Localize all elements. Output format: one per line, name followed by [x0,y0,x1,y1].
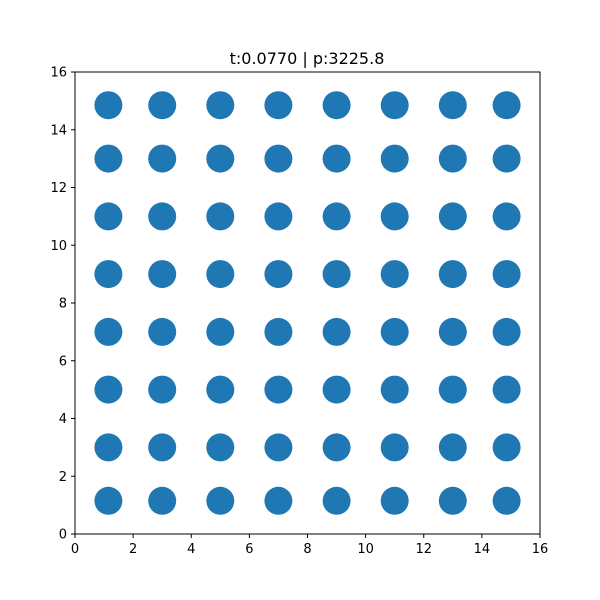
data-point-r4-c6 [438,260,467,289]
data-point-r4-c5 [380,260,409,289]
x-tick-label: 8 [303,542,311,557]
data-point-r3-c6 [438,317,467,346]
y-tick-label: 16 [50,66,67,81]
data-point-r6-c6 [438,144,467,173]
data-point-r5-c2 [206,202,235,231]
data-point-r4-c3 [264,260,293,289]
data-point-r7-c4 [322,91,351,120]
data-point-r5-c3 [264,202,293,231]
data-point-r6-c3 [264,144,293,173]
data-point-r1-c3 [264,433,293,462]
data-point-r3-c1 [148,317,177,346]
x-axis: 0 2 4 6 8 10 12 14 16 [71,534,548,557]
data-point-r7-c6 [438,91,467,120]
data-point-r2-c3 [264,375,293,404]
data-point-r0-c4 [322,486,351,515]
data-point-r4-c7 [492,260,521,289]
data-point-r2-c5 [380,375,409,404]
data-point-r1-c4 [322,433,351,462]
x-tick-label: 12 [415,542,432,557]
data-point-r5-c6 [438,202,467,231]
data-point-r3-c2 [206,317,235,346]
data-point-r1-c6 [438,433,467,462]
data-point-r2-c6 [438,375,467,404]
data-point-r6-c5 [380,144,409,173]
data-point-r1-c0 [94,433,123,462]
data-point-r7-c7 [492,91,521,120]
y-tick-label: 14 [50,123,67,138]
data-point-r2-c0 [94,375,123,404]
data-point-r7-c2 [206,91,235,120]
data-point-r0-c0 [94,486,123,515]
y-tick-label: 6 [59,354,67,369]
y-tick-label: 8 [59,297,67,312]
data-point-r2-c2 [206,375,235,404]
plot-frame [74,71,541,535]
data-point-r0-c7 [492,486,521,515]
data-point-r1-c7 [492,433,521,462]
data-point-r6-c1 [148,144,177,173]
data-points [94,91,521,515]
y-tick-label: 0 [59,528,67,543]
data-point-r1-c5 [380,433,409,462]
data-point-r1-c1 [148,433,177,462]
data-point-r0-c5 [380,486,409,515]
data-point-r0-c6 [438,486,467,515]
x-tick-label: 10 [357,542,374,557]
data-point-r0-c3 [264,486,293,515]
data-point-r4-c4 [322,260,351,289]
y-tick-label: 2 [59,470,67,485]
chart-title: t:0.0770 | p:3225.8 [230,49,385,68]
x-tick-label: 2 [129,542,137,557]
data-point-r7-c5 [380,91,409,120]
data-point-r7-c3 [264,91,293,120]
data-point-r4-c1 [148,260,177,289]
data-point-r3-c4 [322,317,351,346]
data-point-r4-c2 [206,260,235,289]
data-point-r5-c1 [148,202,177,231]
data-point-r7-c0 [94,91,123,120]
data-point-r5-c4 [322,202,351,231]
data-point-r3-c3 [264,317,293,346]
data-point-r1-c2 [206,433,235,462]
data-point-r6-c4 [322,144,351,173]
y-tick-label: 10 [50,239,67,254]
data-point-r5-c0 [94,202,123,231]
data-point-r7-c1 [148,91,177,120]
data-point-r2-c4 [322,375,351,404]
data-point-r2-c7 [492,375,521,404]
data-point-r0-c1 [148,486,177,515]
data-point-r5-c7 [492,202,521,231]
data-point-r6-c2 [206,144,235,173]
x-tick-label: 6 [245,542,253,557]
data-point-r3-c0 [94,317,123,346]
x-tick-label: 4 [187,542,195,557]
x-tick-label: 14 [474,542,491,557]
data-point-r2-c1 [148,375,177,404]
data-point-r3-c7 [492,317,521,346]
y-tick-label: 12 [50,181,67,196]
data-point-r6-c0 [94,144,123,173]
y-tick-label: 4 [59,412,67,427]
x-tick-label: 0 [71,542,79,557]
data-point-r4-c0 [94,260,123,289]
x-tick-label: 16 [532,542,549,557]
y-axis: 0 2 4 6 8 10 12 14 16 [50,66,75,543]
data-point-r5-c5 [380,202,409,231]
data-point-r3-c5 [380,317,409,346]
data-point-r6-c7 [492,144,521,173]
data-point-r0-c2 [206,486,235,515]
